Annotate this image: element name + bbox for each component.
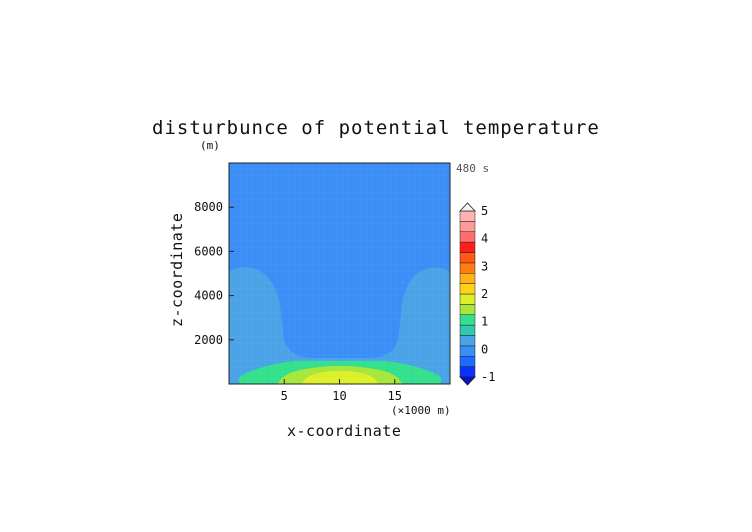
- x-tick-label: 10: [332, 389, 346, 403]
- colorbar-tick-label: 2: [481, 287, 488, 301]
- colorbar-segment: [459, 262, 476, 274]
- colorbar-tick-label: -1: [481, 370, 495, 384]
- colorbar-segment: [459, 304, 476, 315]
- colorbar-segment: [459, 356, 476, 367]
- y-tick-label: 8000: [194, 200, 223, 214]
- x-unit-label: (×1000 m): [391, 404, 451, 417]
- colorbar-segment: [459, 241, 476, 253]
- colorbar-segment: [459, 345, 476, 357]
- colorbar-tick-label: 3: [481, 259, 488, 273]
- y-tick-label: 6000: [194, 244, 223, 258]
- colorbar-segment: [459, 314, 476, 326]
- x-tick-label: 15: [388, 389, 402, 403]
- axis-ticks: 5 10 15 2000 4000 6000 8000: [194, 200, 402, 403]
- field-texture: [229, 163, 450, 384]
- plot-area: [229, 163, 450, 384]
- colorbar-max-arrow: [459, 202, 476, 212]
- x-axis-label: x-coordinate: [287, 422, 401, 440]
- x-tick-label: 5: [281, 389, 288, 403]
- colorbar-segment: [459, 221, 476, 232]
- colorbar-segment: [459, 210, 476, 222]
- colorbar-segment: [459, 231, 476, 243]
- colorbar: -1 0 1 2 3 4 5: [459, 202, 495, 386]
- y-unit-label: (m): [200, 139, 220, 152]
- time-label: 480 s: [456, 162, 489, 175]
- colorbar-tick-label: 4: [481, 232, 488, 246]
- colorbar-tick-label: 0: [481, 342, 488, 356]
- colorbar-segment: [459, 252, 476, 264]
- colorbar-segment: [459, 335, 476, 347]
- y-axis-label: z-coordinate: [168, 213, 186, 327]
- colorbar-segment: [459, 366, 476, 378]
- colorbar-segment: [459, 283, 476, 295]
- chart-title: disturbunce of potential temperature: [152, 117, 600, 139]
- colorbar-segment: [459, 273, 476, 284]
- y-tick-label: 4000: [194, 289, 223, 303]
- colorbar-segment: [459, 293, 476, 305]
- colorbar-tick-label: 1: [481, 315, 488, 329]
- y-tick-label: 2000: [194, 333, 223, 347]
- colorbar-tick-label: 5: [481, 204, 488, 218]
- colorbar-segment: [459, 324, 476, 336]
- colorbar-min-arrow: [459, 376, 476, 386]
